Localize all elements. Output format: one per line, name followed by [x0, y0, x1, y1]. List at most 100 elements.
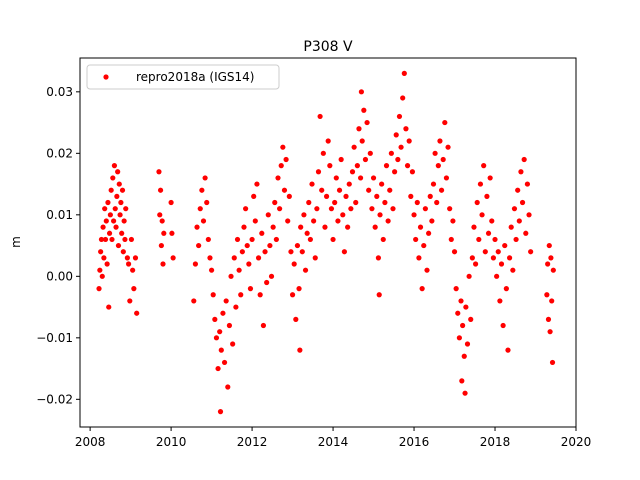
data-point: [204, 199, 210, 206]
y-tick-label: 0.03: [46, 85, 73, 99]
data-point: [359, 138, 365, 144]
data-point: [205, 236, 211, 243]
data-point: [349, 169, 356, 175]
data-point: [472, 261, 479, 267]
data-point: [338, 156, 344, 163]
data-point: [466, 273, 472, 279]
data-point: [524, 181, 531, 187]
data-point: [199, 187, 205, 193]
data-point: [239, 249, 245, 255]
data-point: [262, 249, 268, 255]
data-point: [108, 187, 114, 193]
data-point: [387, 187, 393, 193]
data-point: [249, 236, 255, 243]
data-point: [246, 261, 252, 267]
data-point: [291, 261, 297, 267]
data-point: [448, 236, 454, 243]
data-point: [550, 267, 556, 273]
data-point: [100, 224, 106, 230]
data-point: [223, 298, 229, 304]
data-point: [460, 322, 466, 329]
plot-frame: [79, 57, 577, 428]
data-point: [111, 218, 117, 224]
data-point: [288, 249, 294, 255]
data-point: [450, 218, 456, 224]
data-point: [343, 193, 349, 199]
data-point: [515, 187, 521, 193]
data-point: [421, 242, 427, 249]
data-point: [304, 230, 310, 236]
data-point: [437, 138, 443, 144]
data-point: [518, 169, 524, 175]
data-point: [526, 212, 532, 218]
data-point: [333, 175, 339, 181]
data-point: [226, 322, 233, 329]
data-point: [128, 236, 135, 243]
data-point: [257, 292, 263, 298]
data-point: [127, 298, 133, 304]
data-point: [498, 261, 505, 267]
data-point: [545, 316, 552, 322]
data-point: [413, 236, 419, 243]
data-point: [345, 224, 351, 230]
data-point: [273, 236, 279, 243]
data-point: [510, 267, 516, 273]
data-point: [464, 341, 471, 347]
data-point: [197, 206, 203, 212]
data-point: [521, 156, 527, 163]
data-point: [383, 163, 390, 169]
data-point: [116, 181, 122, 187]
data-point: [280, 144, 286, 150]
data-point: [497, 298, 503, 304]
data-point: [105, 199, 111, 206]
data-point: [325, 138, 331, 144]
data-point: [161, 230, 167, 236]
x-axis: 2008 2010 2012 2014 2016 2018 2020: [75, 427, 591, 449]
data-point: [396, 113, 403, 120]
data-point: [468, 316, 474, 322]
data-point: [508, 224, 514, 230]
data-point: [385, 218, 391, 224]
data-point: [134, 310, 140, 316]
data-point: [307, 236, 313, 243]
x-tick-label: 2018: [480, 435, 511, 449]
data-point: [207, 255, 213, 261]
data-point: [102, 206, 108, 212]
data-point: [422, 206, 428, 212]
data-point: [400, 95, 406, 101]
data-point: [312, 255, 318, 261]
data-point: [500, 322, 506, 329]
data-point: [247, 286, 254, 292]
legend-box: [86, 64, 280, 90]
data-point: [427, 193, 433, 199]
data-point: [353, 199, 359, 206]
data-point: [115, 242, 122, 249]
data-point: [476, 236, 482, 243]
data-point: [364, 119, 370, 126]
data-point: [419, 286, 425, 292]
data-point: [230, 341, 236, 347]
data-point: [114, 193, 120, 199]
data-point: [375, 255, 382, 261]
data-point: [492, 236, 498, 243]
data-point: [451, 249, 458, 255]
data-point: [328, 206, 335, 212]
data-point: [322, 224, 328, 230]
data-point: [294, 242, 301, 249]
data-point: [281, 187, 288, 193]
data-point: [98, 236, 105, 243]
data-point: [367, 150, 373, 156]
data-point: [453, 286, 459, 292]
data-point: [348, 206, 354, 212]
data-point: [545, 261, 551, 267]
data-point: [341, 249, 347, 255]
data-point: [393, 132, 399, 138]
data-point: [275, 175, 281, 181]
data-point: [212, 316, 218, 322]
data-point: [119, 230, 125, 236]
data-point: [549, 298, 555, 304]
y-tick-label: 0.01: [46, 208, 73, 222]
data-point: [215, 365, 221, 372]
data-point: [238, 292, 244, 298]
data-point: [528, 249, 534, 255]
